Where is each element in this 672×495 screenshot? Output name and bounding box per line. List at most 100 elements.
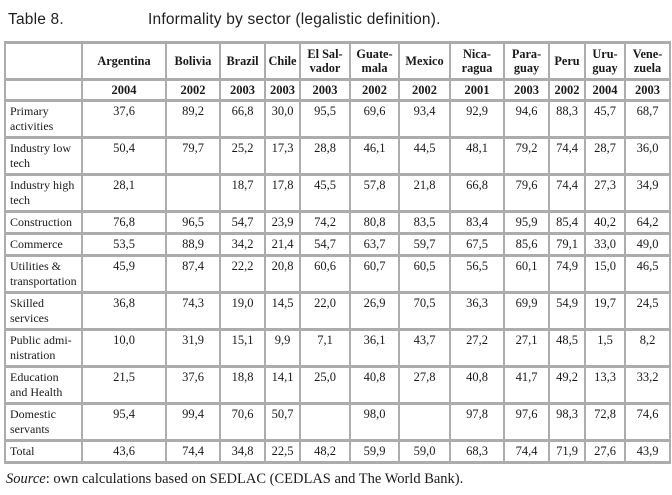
table-row: Industry low tech 50,4 79,7 25,2 17,3 28,8 46,… [4,136,671,176]
data-cell: 68,3 [449,439,505,464]
country-header-cell: Nica- ragua [449,41,505,81]
data-cell: 27,6 [584,439,626,464]
data-cell: 85,4 [548,210,586,235]
data-cell: 18,7 [219,173,266,213]
data-cell: 37,6 [165,365,221,405]
data-cell: 93,4 [398,99,451,139]
source-note: Source: own calculations based on SEDLAC… [6,471,672,488]
data-cell: 46,1 [349,136,400,176]
year-header-cell: 2002 [398,78,451,102]
row-label: Construction [4,210,83,235]
data-cell: 28,7 [584,136,626,176]
data-cell: 15,0 [584,254,626,294]
country-header-cell: Vene- zuela [624,41,671,81]
country-header-cell: Bolivia [165,41,221,81]
data-cell [398,402,451,442]
data-cell: 98,0 [349,402,400,442]
row-label: Domestic servants [4,402,83,442]
data-cell: 13,3 [584,365,626,405]
data-cell: 33,2 [624,365,671,405]
year-header-cell: 2004 [81,78,167,102]
data-cell: 68,7 [624,99,671,139]
table-number: Table 8. [8,11,64,28]
data-cell: 74,6 [624,402,671,442]
data-cell: 98,3 [548,402,586,442]
data-cell: 45,9 [81,254,167,294]
data-cell: 9,9 [264,328,301,368]
data-cell: 95,9 [503,210,550,235]
row-label: Industry high tech [4,173,83,213]
table-title: Table 8. Informality by sector (legalist… [0,0,672,29]
data-cell: 14,5 [264,291,301,331]
data-cell: 53,5 [81,232,167,257]
data-cell: 19,7 [584,291,626,331]
table-row: Utilities & transportation 45,9 87,4 22,2 20… [4,254,671,294]
data-cell: 27,1 [503,328,550,368]
data-cell: 60,7 [349,254,400,294]
data-cell: 54,7 [299,232,351,257]
data-cell: 20,8 [264,254,301,294]
data-cell: 40,8 [349,365,400,405]
data-cell: 96,5 [165,210,221,235]
data-cell: 22,0 [299,291,351,331]
table-row: Public admi- nistration 10,0 31,9 15,1 9,9 7,… [4,328,671,368]
data-cell: 76,8 [81,210,167,235]
year-header-cell: 2003 [264,78,301,102]
data-cell: 34,2 [219,232,266,257]
data-cell: 25,2 [219,136,266,176]
row-label: Education and Health [4,365,83,405]
country-header-cell: Guate- mala [349,41,400,81]
data-cell: 59,7 [398,232,451,257]
country-header-cell: Para- guay [503,41,550,81]
data-cell: 88,3 [548,99,586,139]
data-cell: 33,0 [584,232,626,257]
data-cell: 37,6 [81,99,167,139]
year-header-cell: 2003 [219,78,266,102]
row-label: Industry low tech [4,136,83,176]
year-header-cell: 2003 [624,78,671,102]
data-cell: 66,8 [219,99,266,139]
data-cell: 26,9 [349,291,400,331]
data-cell: 27,3 [584,173,626,213]
data-cell: 31,9 [165,328,221,368]
data-cell: 46,5 [624,254,671,294]
data-cell: 18,8 [219,365,266,405]
country-header-row: Argentina Bolivia Brazil Chile El Sal- vador… [4,41,671,81]
data-cell: 63,7 [349,232,400,257]
data-cell: 97,6 [503,402,550,442]
table-row: Primary activities 37,6 89,2 66,8 30,0 95,5 69… [4,99,671,139]
data-cell: 40,2 [584,210,626,235]
corner-cell [4,41,83,81]
informality-by-sector-table: Argentina Bolivia Brazil Chile El Sal- vador… [4,41,671,464]
data-cell: 22,2 [219,254,266,294]
data-cell: 67,5 [449,232,505,257]
data-cell: 54,7 [219,210,266,235]
country-header-cell: Argentina [81,41,167,81]
data-cell: 60,6 [299,254,351,294]
year-header-cell: 2002 [548,78,586,102]
data-cell: 27,2 [449,328,505,368]
table-row: Industry high tech 28,1 18,7 17,8 45,5 57,8 21… [4,173,671,213]
data-cell: 79,6 [503,173,550,213]
data-cell: 27,8 [398,365,451,405]
data-cell: 28,8 [299,136,351,176]
year-header-cell: 2002 [349,78,400,102]
data-cell: 89,2 [165,99,221,139]
data-cell: 56,5 [449,254,505,294]
row-label: Total [4,439,83,464]
data-cell: 36,1 [349,328,400,368]
data-cell: 17,3 [264,136,301,176]
year-header-cell: 2004 [584,78,626,102]
row-label: Public admi- nistration [4,328,83,368]
data-cell: 50,4 [81,136,167,176]
table-row: Skilled services 36,8 74,3 19,0 14,5 22,0 26,9… [4,291,671,331]
country-header-cell: Brazil [219,41,266,81]
data-cell [299,402,351,442]
row-label: Primary activities [4,99,83,139]
data-cell: 83,4 [449,210,505,235]
data-cell: 41,7 [503,365,550,405]
data-cell: 48,2 [299,439,351,464]
data-cell: 21,8 [398,173,451,213]
data-cell: 88,9 [165,232,221,257]
data-cell: 74,3 [165,291,221,331]
